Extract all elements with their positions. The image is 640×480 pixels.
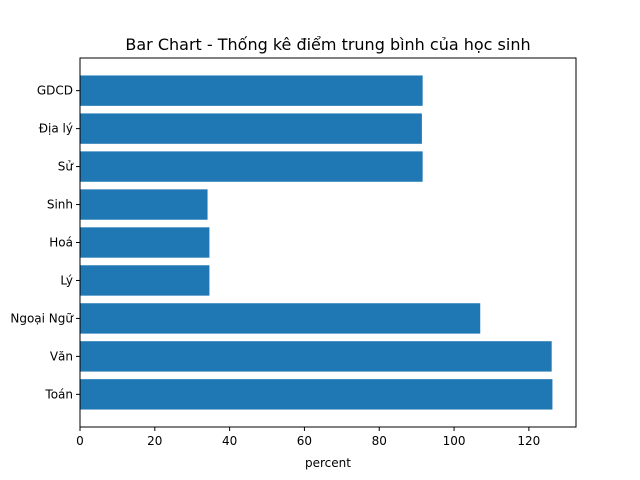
x-axis-label: percent (305, 456, 351, 470)
bar-0 (80, 379, 553, 410)
bar-1 (80, 341, 552, 372)
y-tick-label-8: GDCD (37, 84, 73, 98)
y-tick-label-5: Sinh (47, 198, 73, 212)
y-tick-label-3: Lý (60, 273, 73, 287)
y-tick-label-2: Ngoại Ngữ (10, 311, 74, 325)
chart-title: Bar Chart - Thống kê điểm trung bình của… (125, 35, 530, 54)
y-axis-ticks: Toán Văn Ngoại Ngữ Lý Hoá Sinh Sử Địa lý GDCD (10, 84, 80, 401)
x-tick-label-6: 120 (517, 434, 540, 448)
x-tick-label-1: 20 (147, 434, 162, 448)
bar-2 (80, 303, 481, 334)
bar-7 (80, 113, 422, 144)
bar-8 (80, 75, 423, 106)
x-tick-label-4: 80 (372, 434, 387, 448)
y-tick-label-7: Địa lý (39, 122, 73, 136)
bar-6 (80, 151, 423, 182)
y-tick-label-4: Hoá (49, 236, 73, 250)
y-tick-label-0: Toán (44, 387, 73, 401)
x-tick-label-2: 40 (222, 434, 237, 448)
x-tick-label-5: 100 (443, 434, 466, 448)
x-tick-label-0: 0 (76, 434, 84, 448)
bars-group (80, 75, 553, 410)
bar-4 (80, 227, 210, 258)
x-axis-ticks: 0 20 40 60 80 100 120 (76, 427, 540, 448)
bar-5 (80, 189, 208, 220)
plot-frame (79, 57, 577, 428)
y-tick-label-1: Văn (50, 349, 73, 363)
x-tick-label-3: 60 (297, 434, 312, 448)
y-tick-label-6: Sử (58, 160, 75, 174)
bar-3 (80, 265, 210, 296)
